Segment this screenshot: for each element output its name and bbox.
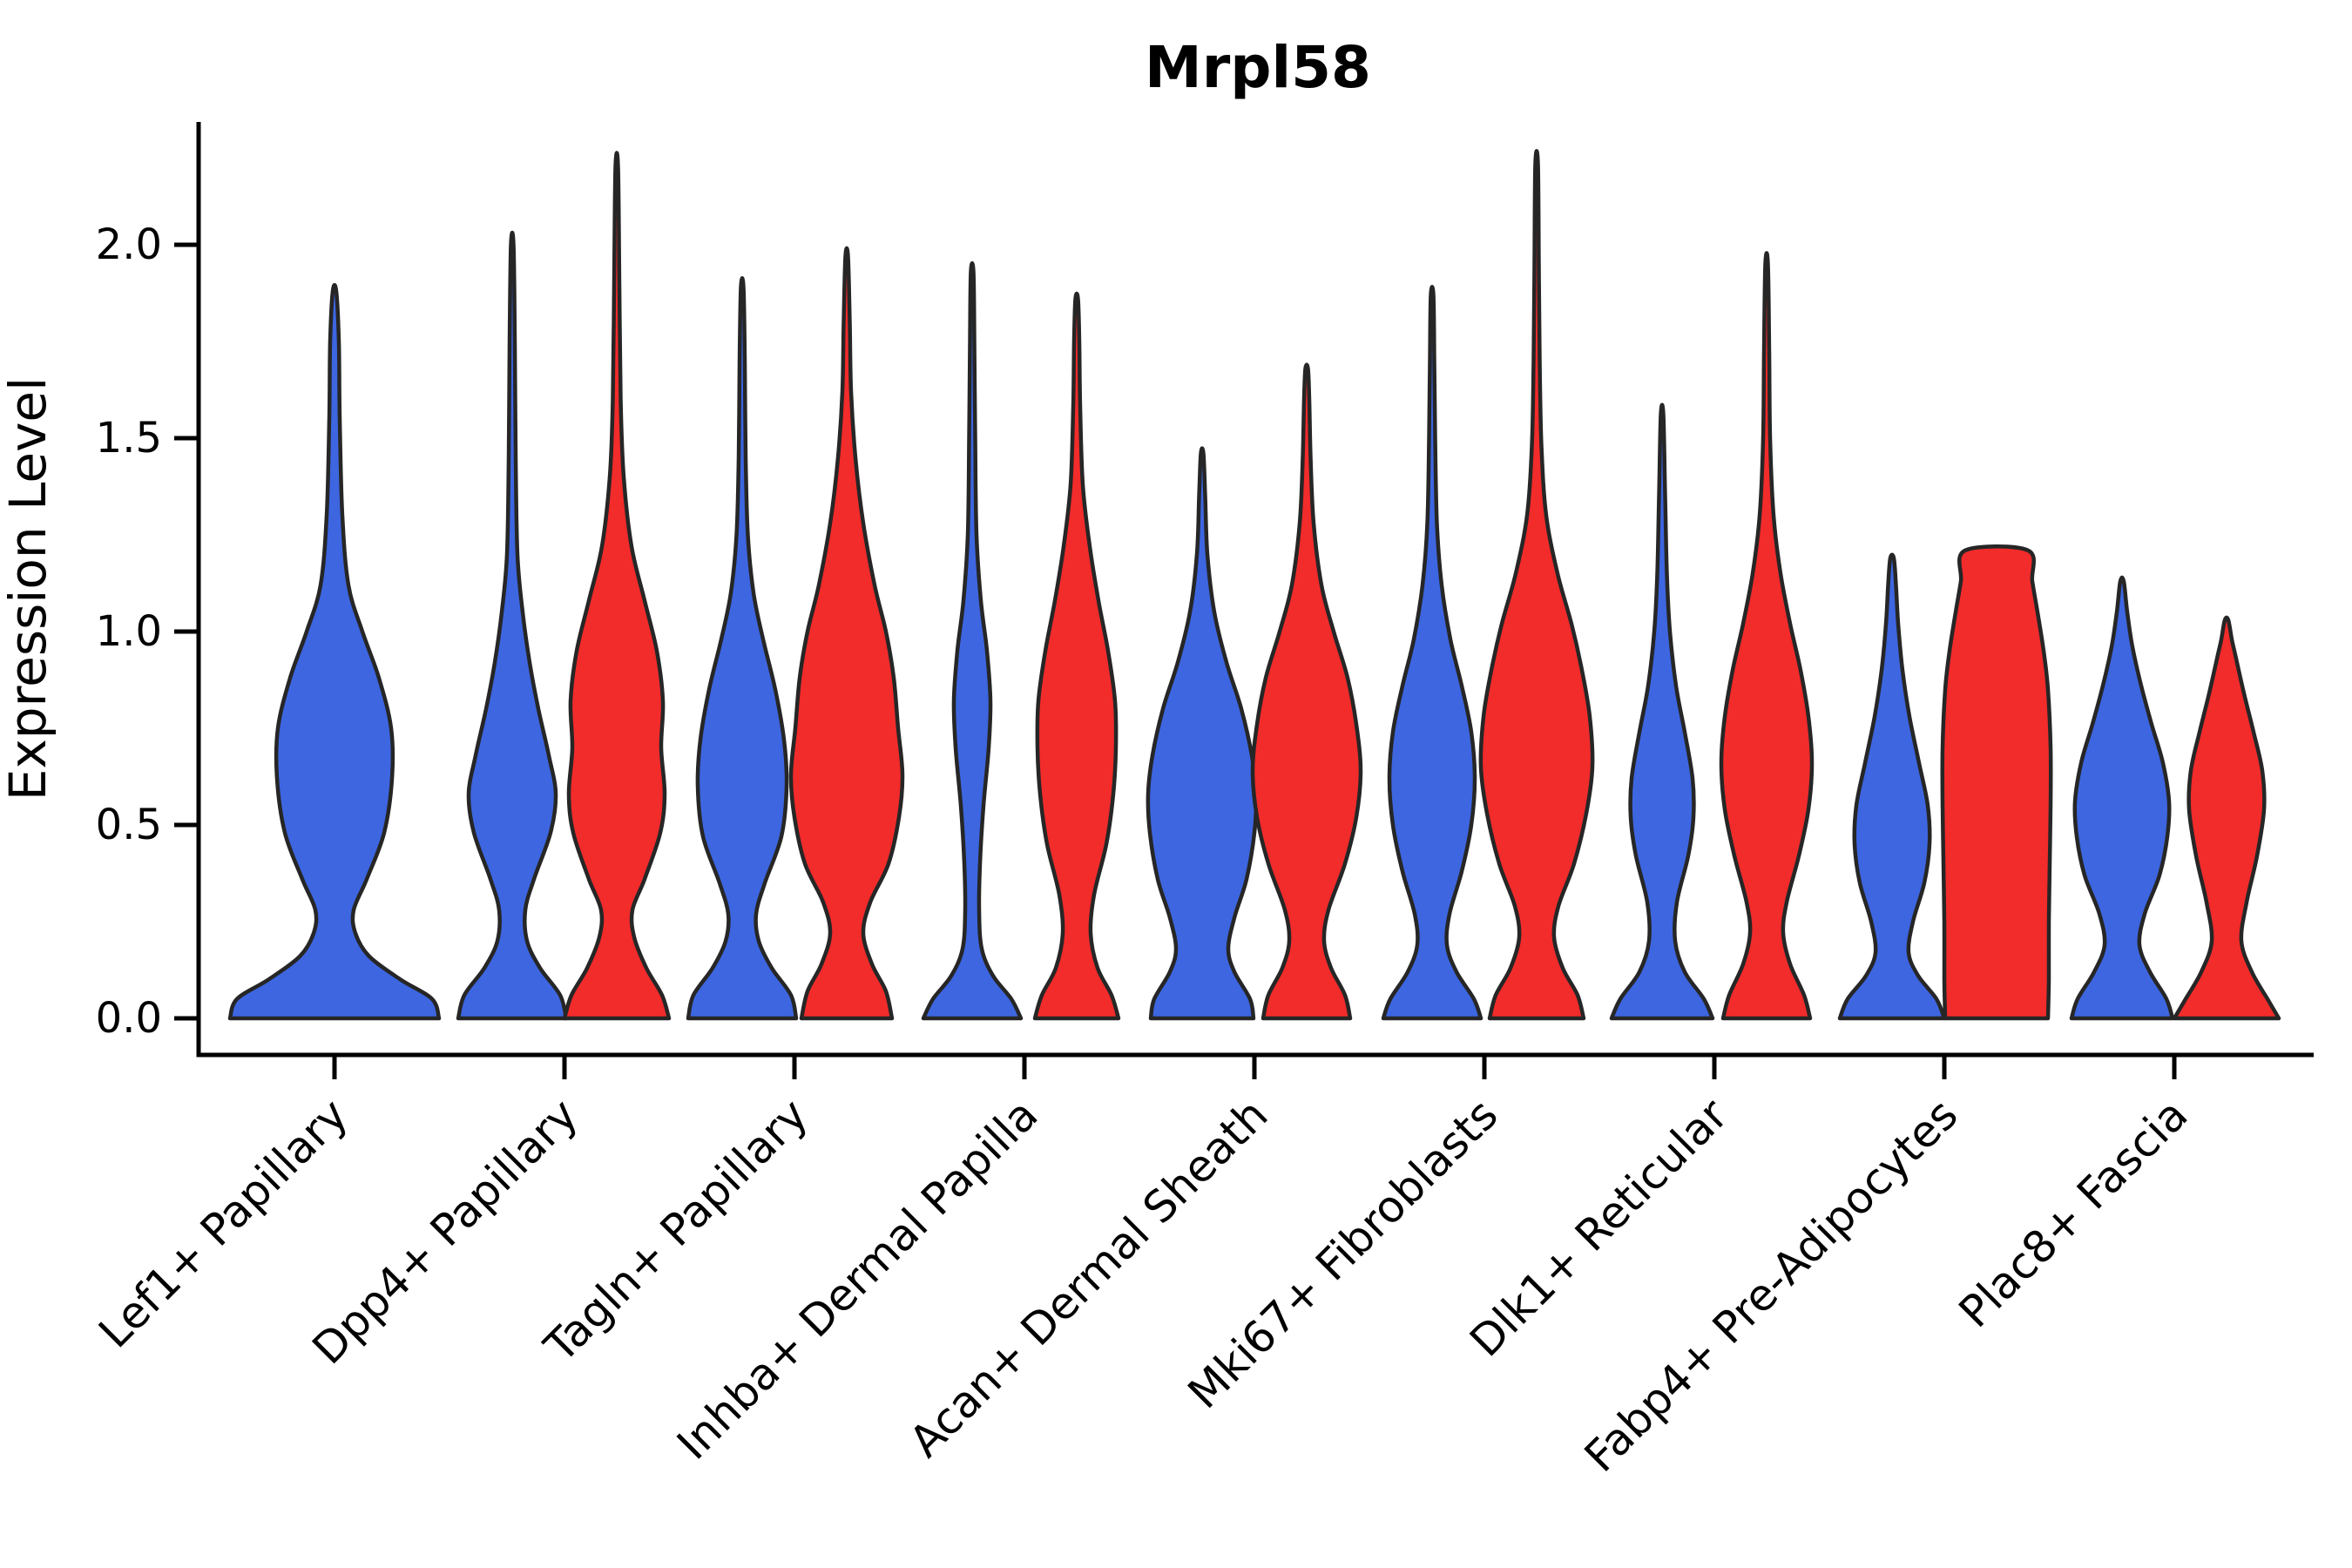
violin-tagln-blue xyxy=(686,276,799,1021)
violin-lef1-blue xyxy=(227,282,442,1021)
chart-title: Mrpl58 xyxy=(1145,34,1371,101)
violin-acan-blue xyxy=(1146,446,1259,1021)
x-tick-label-lef1: Lef1+ Papillary xyxy=(89,1089,357,1357)
violin-mki67-blue xyxy=(1381,285,1484,1021)
violin-dpp4-red xyxy=(562,151,672,1021)
violin-inhba-red xyxy=(1032,291,1121,1021)
violin-fabp4-red xyxy=(1940,544,2053,1021)
violin-fabp4-blue xyxy=(1837,552,1947,1021)
violin-acan-red xyxy=(1250,362,1363,1021)
y-tick-label: 1.0 xyxy=(96,607,162,656)
violin-plac8-blue xyxy=(2069,575,2175,1021)
violins-group xyxy=(227,149,2281,1021)
y-tick-label: 0.0 xyxy=(96,994,162,1043)
violin-inhba-blue xyxy=(921,260,1024,1021)
violin-dpp4-blue xyxy=(456,230,569,1021)
violin-dlk1-blue xyxy=(1609,402,1715,1021)
y-tick-label: 1.5 xyxy=(96,414,162,463)
violin-plac8-red xyxy=(2172,615,2281,1021)
y-axis-label: Expression Level xyxy=(0,377,57,801)
y-tick-label: 0.5 xyxy=(96,801,162,849)
x-tick-label-fabp4: Fabp4+ Pre-Adipocytes xyxy=(1575,1089,1968,1482)
y-tick-label: 2.0 xyxy=(96,220,162,269)
y-ticks-group: 0.0 0.5 1.0 1.5 2.0 xyxy=(96,220,199,1043)
x-tick-label-plac8: Plac8+ Fascia xyxy=(1950,1089,2198,1337)
violin-dlk1-red xyxy=(1719,251,1815,1021)
violin-mki67-red xyxy=(1478,149,1595,1021)
violin-tagln-red xyxy=(788,246,905,1021)
